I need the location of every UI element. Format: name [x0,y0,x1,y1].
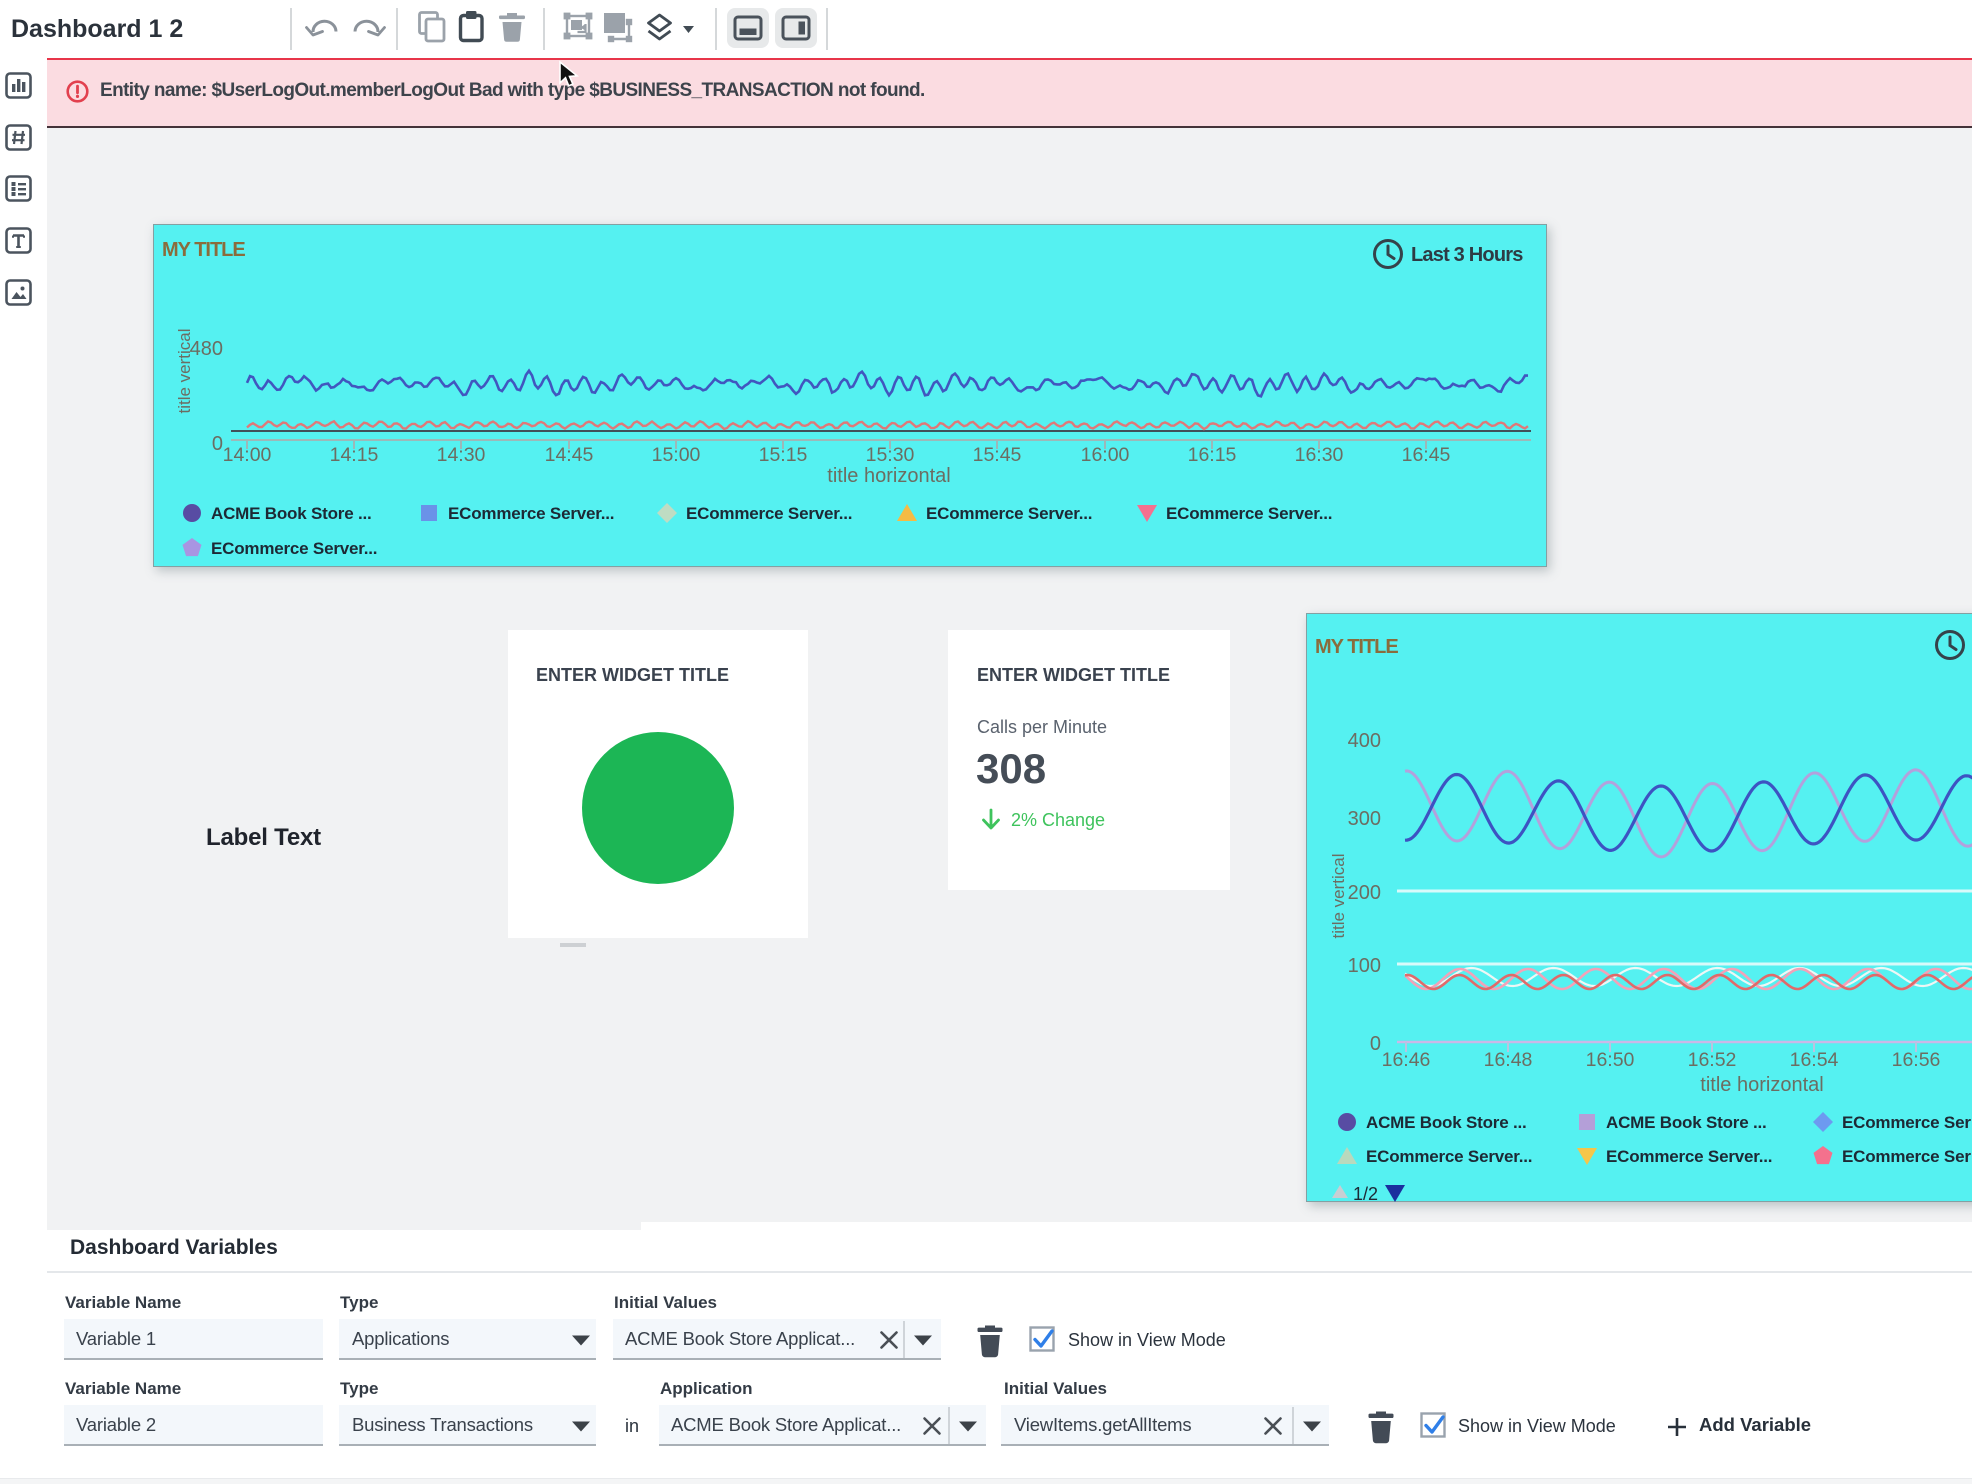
svg-text:title vertical: title vertical [1329,853,1348,938]
svg-text:ECommerce Server...: ECommerce Server... [1606,1147,1772,1166]
svg-text:14:15: 14:15 [330,444,379,466]
svg-text:14:45: 14:45 [545,444,594,466]
svg-text:ACME Book Store ...: ACME Book Store ... [211,504,372,523]
svg-text:300: 300 [1348,808,1381,830]
svg-text:480: 480 [190,338,223,360]
svg-text:1/2: 1/2 [1353,1184,1378,1203]
svg-text:200: 200 [1348,882,1381,904]
svg-text:MY TITLE: MY TITLE [162,239,245,261]
svg-text:title horizontal: title horizontal [1700,1074,1823,1096]
svg-text:16:15: 16:15 [1188,444,1237,466]
svg-text:ECommerce Server...: ECommerce Server... [448,504,614,523]
svg-text:16:00: 16:00 [1081,444,1130,466]
svg-text:15:45: 15:45 [973,444,1022,466]
svg-text:15:30: 15:30 [866,444,915,466]
svg-text:16:56: 16:56 [1892,1049,1941,1071]
svg-text:ECommerce Ser: ECommerce Ser [1842,1113,1971,1132]
svg-text:ECommerce Server...: ECommerce Server... [686,504,852,523]
svg-text:16:48: 16:48 [1484,1049,1533,1071]
svg-text:16:30: 16:30 [1295,444,1344,466]
svg-text:16:46: 16:46 [1382,1049,1431,1071]
svg-text:ECommerce Ser: ECommerce Ser [1842,1147,1971,1166]
svg-text:16:52: 16:52 [1688,1049,1737,1071]
svg-text:0: 0 [1370,1033,1381,1055]
svg-text:0: 0 [212,433,223,455]
svg-text:ECommerce Server...: ECommerce Server... [1166,504,1332,523]
svg-text:title vertical: title vertical [175,328,194,413]
svg-text:16:54: 16:54 [1790,1049,1839,1071]
svg-text:16:50: 16:50 [1586,1049,1635,1071]
svg-text:14:00: 14:00 [223,444,272,466]
svg-text:Last 3 Hours: Last 3 Hours [1411,244,1523,266]
svg-text:ACME Book Store ...: ACME Book Store ... [1606,1113,1767,1132]
svg-text:ECommerce Server...: ECommerce Server... [1366,1147,1532,1166]
svg-text:ECommerce Server...: ECommerce Server... [211,539,377,558]
svg-text:14:30: 14:30 [437,444,486,466]
svg-text:16:45: 16:45 [1402,444,1451,466]
svg-text:400: 400 [1348,730,1381,752]
svg-text:15:00: 15:00 [652,444,701,466]
svg-text:100: 100 [1348,955,1381,977]
svg-text:MY TITLE: MY TITLE [1315,636,1398,658]
svg-text:ACME Book Store ...: ACME Book Store ... [1366,1113,1527,1132]
svg-text:15:15: 15:15 [759,444,808,466]
svg-text:title horizontal: title horizontal [827,465,950,487]
svg-text:ECommerce Server...: ECommerce Server... [926,504,1092,523]
